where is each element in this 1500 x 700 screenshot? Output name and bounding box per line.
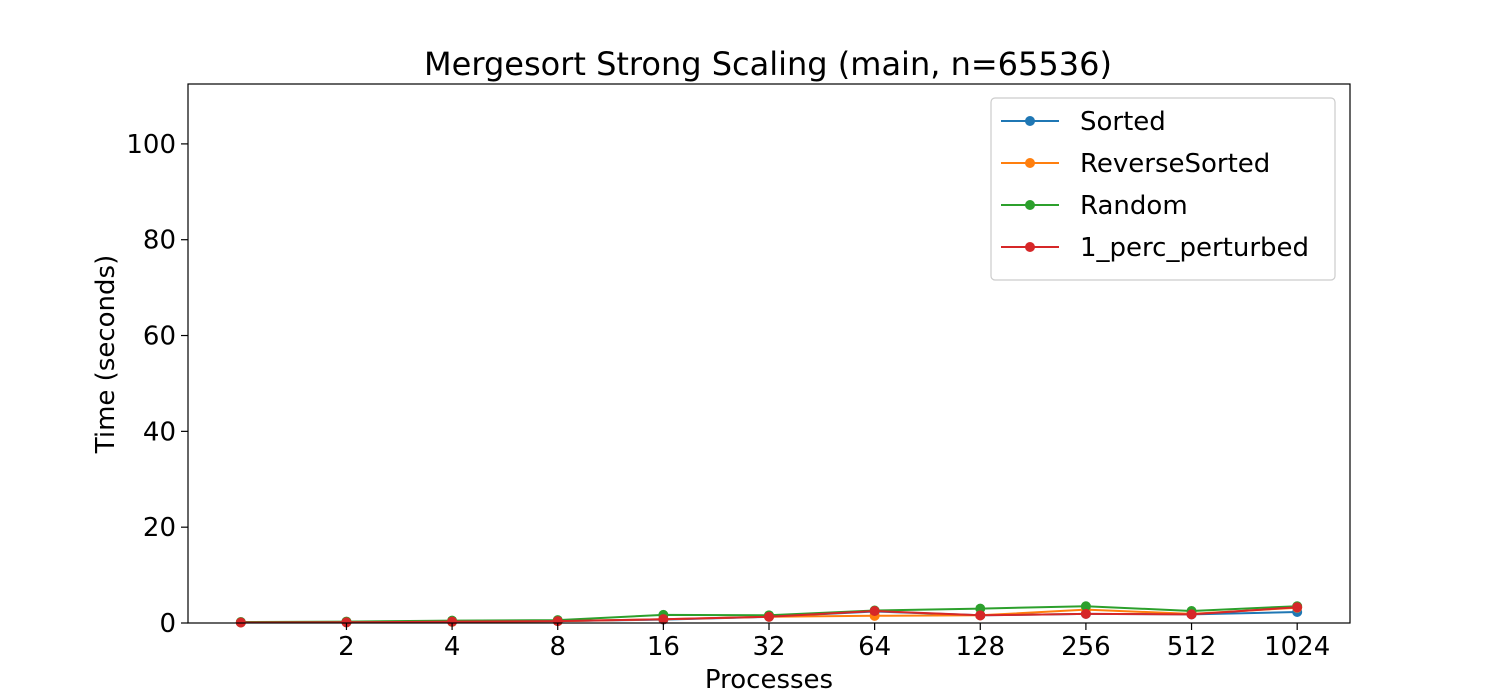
data-point [1186, 609, 1197, 620]
x-tick-label: 256 [1061, 632, 1111, 662]
data-point [869, 606, 880, 617]
x-tick-label: 8 [549, 632, 566, 662]
data-point [1080, 608, 1091, 619]
legend-swatch-marker [1025, 158, 1035, 168]
legend-item: ReverseSorted [1001, 149, 1270, 179]
x-axis-label: Processes [705, 665, 833, 695]
y-tick-label: 80 [143, 226, 176, 256]
x-tick-label: 128 [955, 632, 1005, 662]
plot-marks [235, 601, 1303, 628]
x-tick-label: 1024 [1264, 632, 1330, 662]
series-1_perc_perturbed [235, 602, 1303, 628]
legend-swatch-marker [1025, 116, 1035, 126]
data-point [975, 610, 986, 621]
data-point [764, 611, 774, 622]
x-tick-label: 4 [444, 632, 461, 662]
legend: Sorted ReverseSorted Random 1_perc_perturbe… [990, 97, 1336, 281]
x-tick-label: 16 [647, 632, 680, 662]
y-tick-label: 40 [143, 417, 176, 447]
y-tick-label: 20 [143, 513, 176, 543]
data-point [1080, 601, 1091, 612]
y-axis: 0 20 40 60 80 100 [126, 130, 188, 639]
data-point [447, 616, 458, 627]
legend-swatch-marker [1025, 200, 1035, 210]
legend-item: Sorted [1001, 107, 1166, 137]
legend-item: 1_perc_perturbed [1001, 233, 1309, 263]
legend-label: Random [1080, 191, 1188, 221]
legend-label: ReverseSorted [1080, 149, 1270, 179]
x-tick-label: 64 [858, 632, 891, 662]
legend-label: Sorted [1080, 107, 1166, 137]
x-tick-label: 512 [1167, 632, 1217, 662]
legend-swatch-marker [1025, 242, 1035, 252]
legend-label: 1_perc_perturbed [1080, 233, 1309, 263]
x-tick-label: 32 [752, 632, 785, 662]
y-tick-label: 60 [143, 322, 176, 352]
chart-title: Mergesort Strong Scaling (main, n=65536) [424, 45, 1112, 83]
x-axis: 2 4 8 16 32 64 128 256 512 1024 [338, 623, 1330, 662]
data-point [1292, 602, 1303, 613]
y-axis-label: Time (seconds) [91, 255, 121, 454]
y-tick-label: 0 [159, 609, 176, 639]
x-tick-label: 2 [338, 632, 355, 662]
legend-box [990, 97, 1336, 281]
y-tick-label: 100 [126, 130, 176, 160]
data-point [341, 617, 352, 628]
legend-item: Random [1001, 191, 1188, 221]
data-point [658, 614, 669, 625]
